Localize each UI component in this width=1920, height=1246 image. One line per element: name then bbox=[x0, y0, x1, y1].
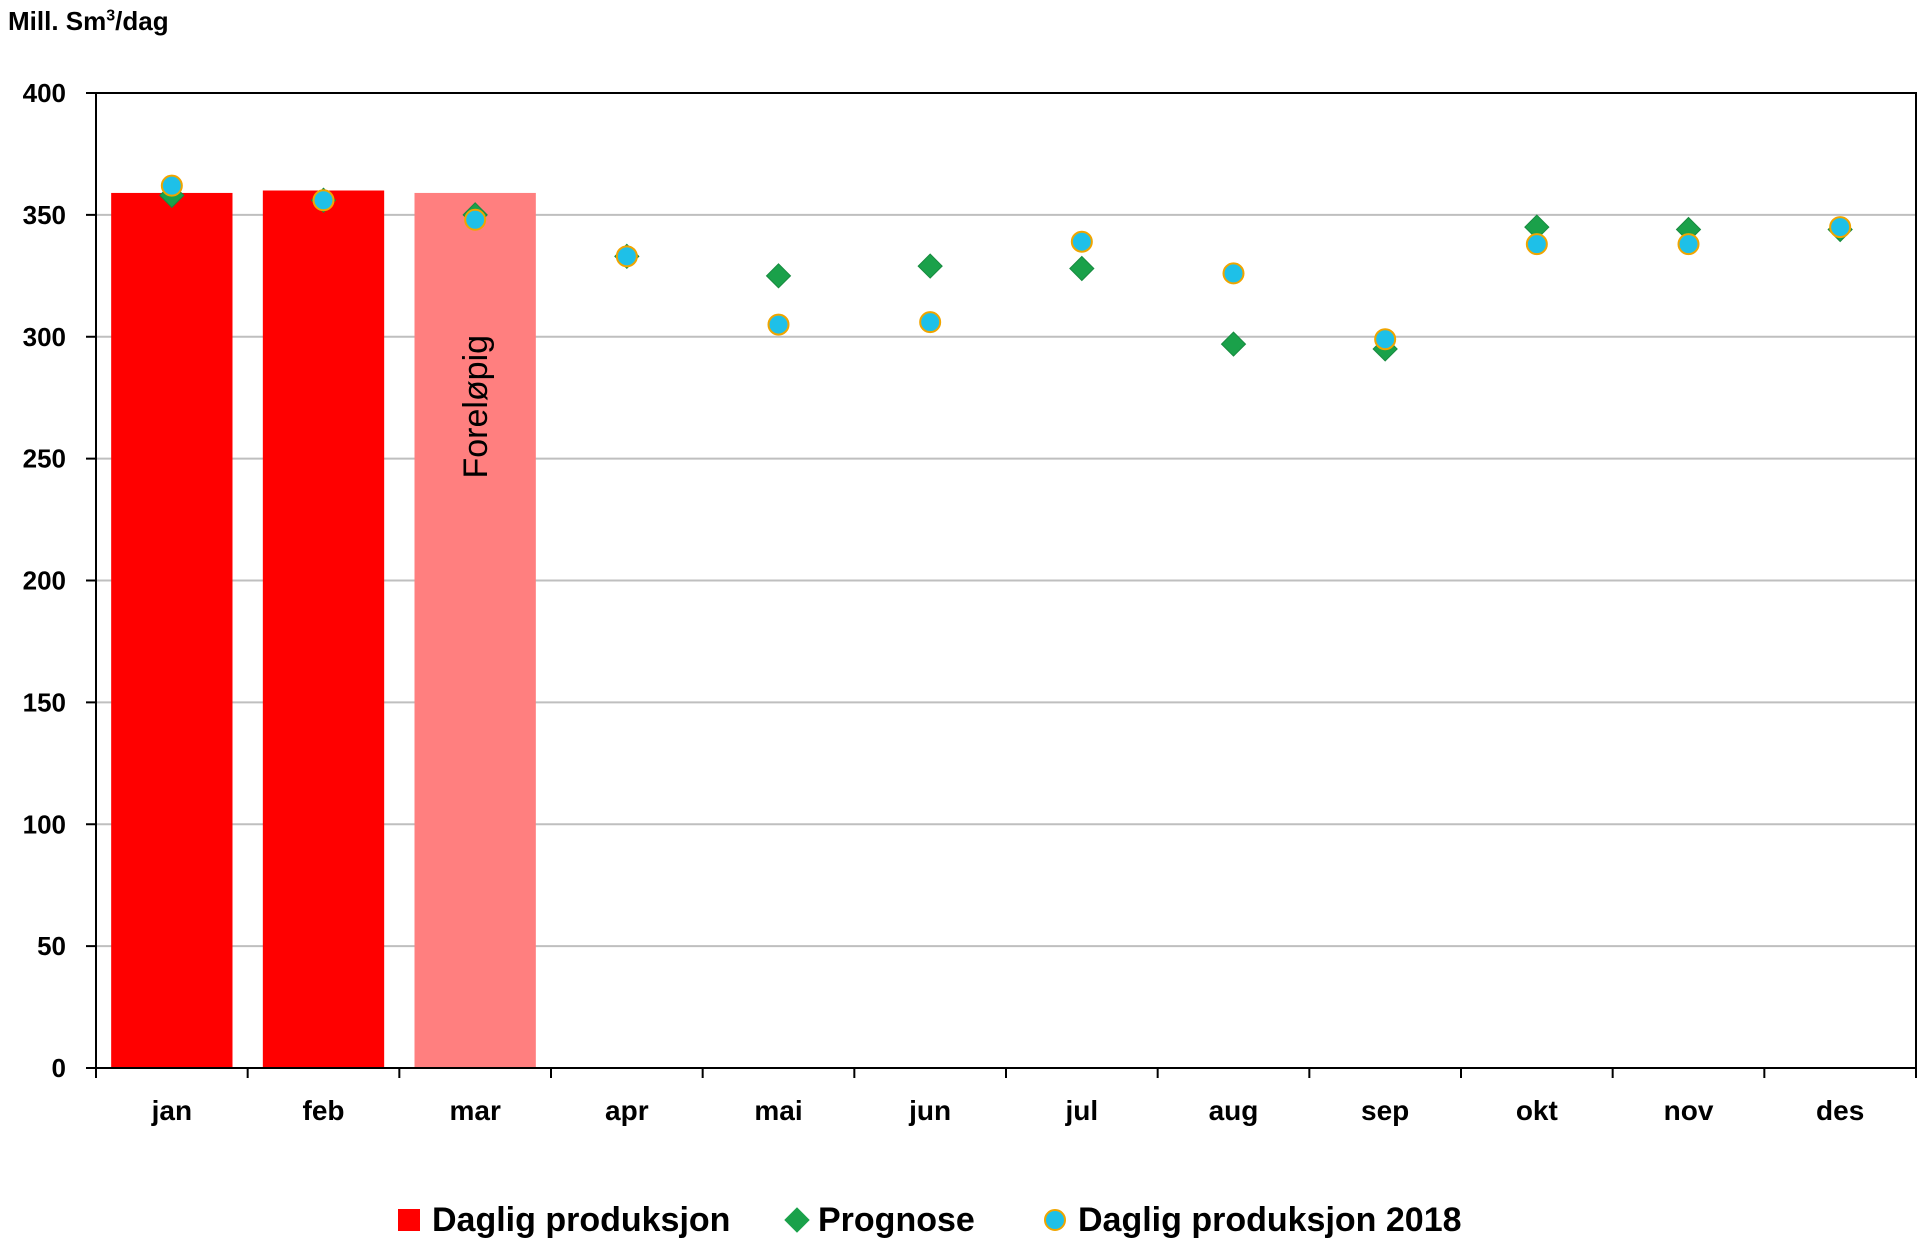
x-tick-label: jul bbox=[1064, 1095, 1098, 1126]
legend-label: Daglig produksjon 2018 bbox=[1078, 1200, 1462, 1239]
circle-point-apr bbox=[615, 245, 638, 268]
legend: Daglig produksjon Prognose Daglig produk… bbox=[0, 1198, 1920, 1246]
diamond-point-aug bbox=[1220, 331, 1247, 357]
x-tick-label: des bbox=[1816, 1095, 1864, 1126]
x-tick-label: mai bbox=[754, 1095, 802, 1126]
x-tick-label: okt bbox=[1516, 1095, 1558, 1126]
legend-swatch-circle bbox=[1044, 1209, 1066, 1231]
circle-point-mar bbox=[464, 208, 487, 231]
x-tick-label: mar bbox=[449, 1095, 500, 1126]
legend-swatch-bar bbox=[398, 1209, 420, 1231]
bar-jan bbox=[111, 192, 233, 1068]
x-tick-label: nov bbox=[1664, 1095, 1714, 1126]
y-tick-label: 150 bbox=[23, 687, 66, 717]
legend-item-prognose: Prognose bbox=[784, 1198, 975, 1242]
y-tick-label: 50 bbox=[37, 931, 66, 961]
y-tick-label: 350 bbox=[23, 200, 66, 230]
x-tick-label: sep bbox=[1361, 1095, 1409, 1126]
diamond-point-jul bbox=[1069, 255, 1095, 282]
circle-point-jul bbox=[1070, 230, 1093, 253]
diamond-point-mai bbox=[765, 263, 792, 289]
circle-point-aug bbox=[1222, 262, 1245, 285]
legend-label: Daglig produksjon bbox=[432, 1200, 731, 1239]
annotation-mar: Foreløpig bbox=[457, 335, 495, 479]
x-tick-label: jun bbox=[908, 1095, 951, 1126]
y-tick-label: 0 bbox=[52, 1053, 66, 1083]
circle-point-nov bbox=[1677, 233, 1700, 256]
legend-label: Prognose bbox=[818, 1200, 975, 1239]
circle-point-jan bbox=[160, 174, 183, 197]
circle-point-jun bbox=[919, 311, 942, 334]
legend-item-daglig-produksjon-2018: Daglig produksjon 2018 bbox=[1044, 1198, 1462, 1242]
diamond-point-jun bbox=[917, 253, 943, 279]
bar-mar bbox=[414, 192, 536, 1068]
x-tick-label: apr bbox=[605, 1095, 649, 1126]
legend-swatch-diamond bbox=[784, 1207, 810, 1233]
circle-point-des bbox=[1829, 216, 1852, 239]
legend-item-daglig-produksjon: Daglig produksjon bbox=[398, 1198, 730, 1242]
y-tick-label: 200 bbox=[23, 566, 66, 596]
y-tick-label: 400 bbox=[23, 78, 66, 108]
circle-point-sep bbox=[1374, 328, 1397, 351]
bar-feb bbox=[262, 190, 385, 1068]
y-axis-label: Mill. Sm3/dag bbox=[8, 6, 169, 36]
x-tick-label: feb bbox=[303, 1095, 345, 1126]
circle-point-okt bbox=[1525, 233, 1548, 256]
y-tick-label: 300 bbox=[23, 322, 66, 352]
circle-point-feb bbox=[312, 189, 335, 212]
circle-point-mai bbox=[767, 313, 790, 336]
y-tick-label: 250 bbox=[23, 444, 66, 474]
x-tick-label: aug bbox=[1209, 1095, 1259, 1126]
y-tick-label: 100 bbox=[23, 809, 66, 839]
chart: Foreløpig 0 50 100 150 200 250 300 350 400 jan feb m… bbox=[23, 78, 1917, 1126]
x-tick-label: jan bbox=[151, 1095, 192, 1126]
